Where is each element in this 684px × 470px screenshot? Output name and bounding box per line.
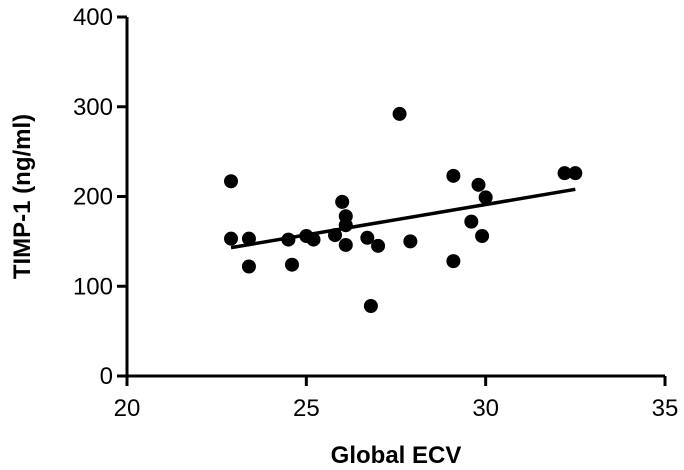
data-point <box>306 232 321 247</box>
data-point <box>241 259 256 274</box>
data-point <box>224 174 239 189</box>
axes: 0 100 200 300 400 20 25 30 35 <box>73 4 678 422</box>
data-point <box>328 228 343 243</box>
data-point <box>446 168 461 183</box>
y-tick-label: 100 <box>73 273 113 300</box>
data-point <box>335 194 350 209</box>
x-tick-label: 30 <box>472 395 499 422</box>
data-point <box>363 298 378 313</box>
y-tick-label: 400 <box>73 4 113 31</box>
data-point <box>557 166 572 181</box>
data-point <box>446 254 461 269</box>
y-axis-title: TIMP-1 (ng/ml) <box>9 114 36 279</box>
data-point <box>392 106 407 121</box>
data-point <box>568 166 583 181</box>
data-points <box>224 106 583 313</box>
x-tick-label: 25 <box>293 395 320 422</box>
data-point <box>224 231 239 246</box>
x-tick-label: 20 <box>114 395 141 422</box>
y-tick-label: 200 <box>73 184 113 211</box>
data-point <box>360 230 375 245</box>
y-tick-label: 0 <box>100 363 113 390</box>
data-point <box>371 238 386 253</box>
data-point <box>403 234 418 249</box>
y-tick-label: 300 <box>73 94 113 121</box>
x-axis-title: Global ECV <box>331 442 462 469</box>
data-point <box>281 232 296 247</box>
data-point <box>284 257 299 272</box>
x-tick-label: 35 <box>652 395 679 422</box>
data-point <box>475 228 490 243</box>
data-point <box>464 214 479 229</box>
data-point <box>338 237 353 252</box>
data-point <box>478 190 493 205</box>
data-point <box>338 218 353 233</box>
data-point <box>241 231 256 246</box>
data-point <box>471 177 486 192</box>
